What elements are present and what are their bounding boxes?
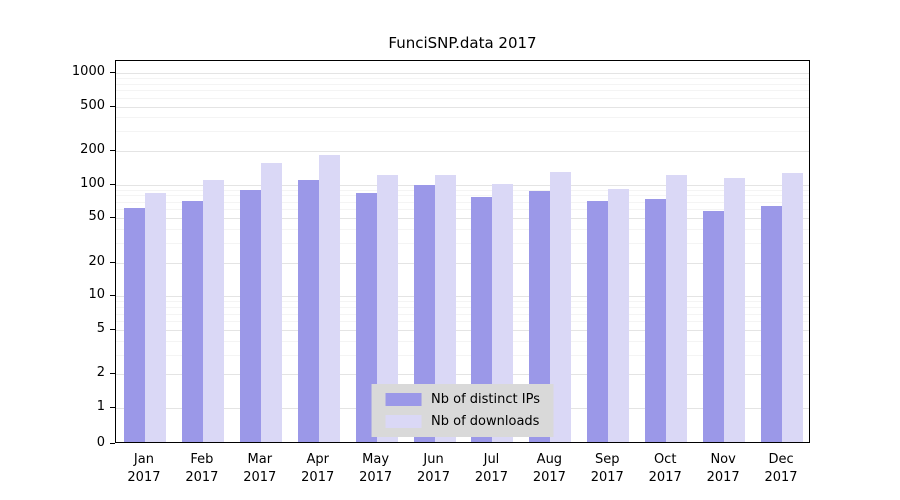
bar-ips-jul	[471, 196, 493, 442]
bar-ips-oct	[645, 199, 667, 442]
bar-downloads-mar	[260, 163, 282, 442]
bar-ips-aug	[529, 190, 551, 442]
gridline	[116, 117, 809, 119]
gridline	[116, 201, 809, 203]
gridline	[116, 209, 809, 211]
y-tick-mark	[110, 373, 115, 375]
chart-title: FunciSNP.data 2017	[388, 34, 537, 52]
y-tick-label: 5	[96, 320, 105, 336]
bar-downloads-apr	[318, 154, 340, 442]
x-tick-label-may: May 2017	[359, 452, 393, 485]
gridline	[116, 374, 809, 376]
y-tick-mark	[110, 150, 115, 152]
bar-downloads-jun	[434, 175, 456, 442]
y-tick-label: 2	[96, 365, 105, 381]
gridline	[116, 301, 809, 303]
y-tick-mark	[110, 328, 115, 330]
x-tick-label-mar: Mar 2017	[243, 452, 277, 485]
y-tick-label: 0	[96, 435, 105, 450]
gridline	[116, 218, 809, 220]
bar-ips-jan	[123, 207, 145, 442]
gridlines	[116, 61, 809, 442]
gridline	[116, 195, 809, 197]
x-tick-label-apr: Apr 2017	[301, 452, 335, 485]
bar-ips-may	[355, 192, 377, 442]
bar-downloads-feb	[202, 180, 224, 442]
y-tick-mark	[110, 105, 115, 107]
y-tick-mark	[110, 407, 115, 408]
x-tick-label-jan: Jan 2017	[127, 452, 161, 485]
legend-swatch-downloads	[385, 415, 422, 428]
gridline	[116, 151, 809, 153]
gridline	[116, 184, 809, 186]
bar-downloads-jul	[492, 183, 514, 442]
bar-ips-sep	[587, 200, 609, 442]
y-tick-label: 1	[96, 399, 105, 414]
legend-swatch-ips	[385, 393, 422, 406]
x-tick-label-jul: Jul 2017	[474, 452, 508, 485]
legend-label: Nb of distinct IPs	[431, 392, 540, 407]
y-tick-mark	[110, 183, 115, 185]
bar-downloads-dec	[782, 172, 804, 442]
y-tick-mark	[110, 443, 115, 444]
gridline	[116, 340, 809, 342]
y-tick-mark	[110, 217, 115, 219]
y-tick-label: 20	[88, 253, 105, 269]
bar-downloads-sep	[608, 188, 630, 442]
bar-ips-jun	[413, 184, 435, 442]
y-tick-label: 1000	[71, 64, 105, 79]
bar-ips-nov	[703, 211, 725, 442]
gridline	[116, 189, 809, 191]
x-tick-label-feb: Feb 2017	[185, 452, 219, 485]
gridline	[116, 313, 809, 315]
gridline	[116, 90, 809, 92]
legend-item-ips: Nb of distinct IPs	[385, 392, 540, 407]
gridline	[116, 229, 809, 231]
gridline	[116, 321, 809, 323]
y-tick-mark	[110, 295, 115, 297]
bar-downloads-jan	[144, 192, 166, 442]
x-tick-label-oct: Oct 2017	[648, 452, 682, 485]
y-tick-mark	[110, 261, 115, 263]
plot-area: Nb of distinct IPs Nb of downloads	[115, 60, 810, 443]
gridline	[116, 97, 809, 99]
bar-ips-apr	[297, 180, 319, 442]
gridline	[116, 243, 809, 245]
x-tick-label-sep: Sep 2017	[590, 452, 624, 485]
y-tick-label: 200	[80, 142, 105, 158]
bar-ips-feb	[181, 200, 203, 442]
y-tick-label: 100	[80, 175, 105, 191]
x-tick-label-nov: Nov 2017	[706, 452, 740, 485]
bar-downloads-nov	[724, 177, 746, 442]
y-tick-label: 10	[88, 287, 105, 303]
x-tick-label-jun: Jun 2017	[416, 452, 451, 485]
bar-downloads-aug	[550, 171, 572, 442]
y-tick-label: 50	[88, 209, 105, 225]
gridline	[116, 329, 809, 331]
gridline	[116, 262, 809, 264]
gridline	[116, 73, 809, 74]
bar-downloads-may	[376, 175, 398, 442]
gridline	[116, 106, 809, 108]
bar-downloads-oct	[666, 175, 688, 442]
x-tick-label-dec: Dec 2017	[764, 452, 798, 485]
y-tick-mark	[110, 72, 115, 73]
legend-label: Nb of downloads	[431, 414, 540, 429]
y-tick-label: 500	[80, 97, 105, 113]
bar-ips-dec	[761, 205, 783, 442]
gridline	[116, 354, 809, 356]
gridline	[116, 307, 809, 309]
bars	[116, 61, 809, 442]
gridline	[116, 131, 809, 133]
gridline	[116, 78, 809, 80]
gridline	[116, 83, 809, 85]
legend-item-downloads: Nb of downloads	[385, 414, 540, 429]
legend: Nb of distinct IPs Nb of downloads	[371, 384, 554, 437]
bar-ips-mar	[239, 189, 261, 442]
gridline	[116, 296, 809, 298]
x-tick-label-aug: Aug 2017	[532, 452, 566, 485]
